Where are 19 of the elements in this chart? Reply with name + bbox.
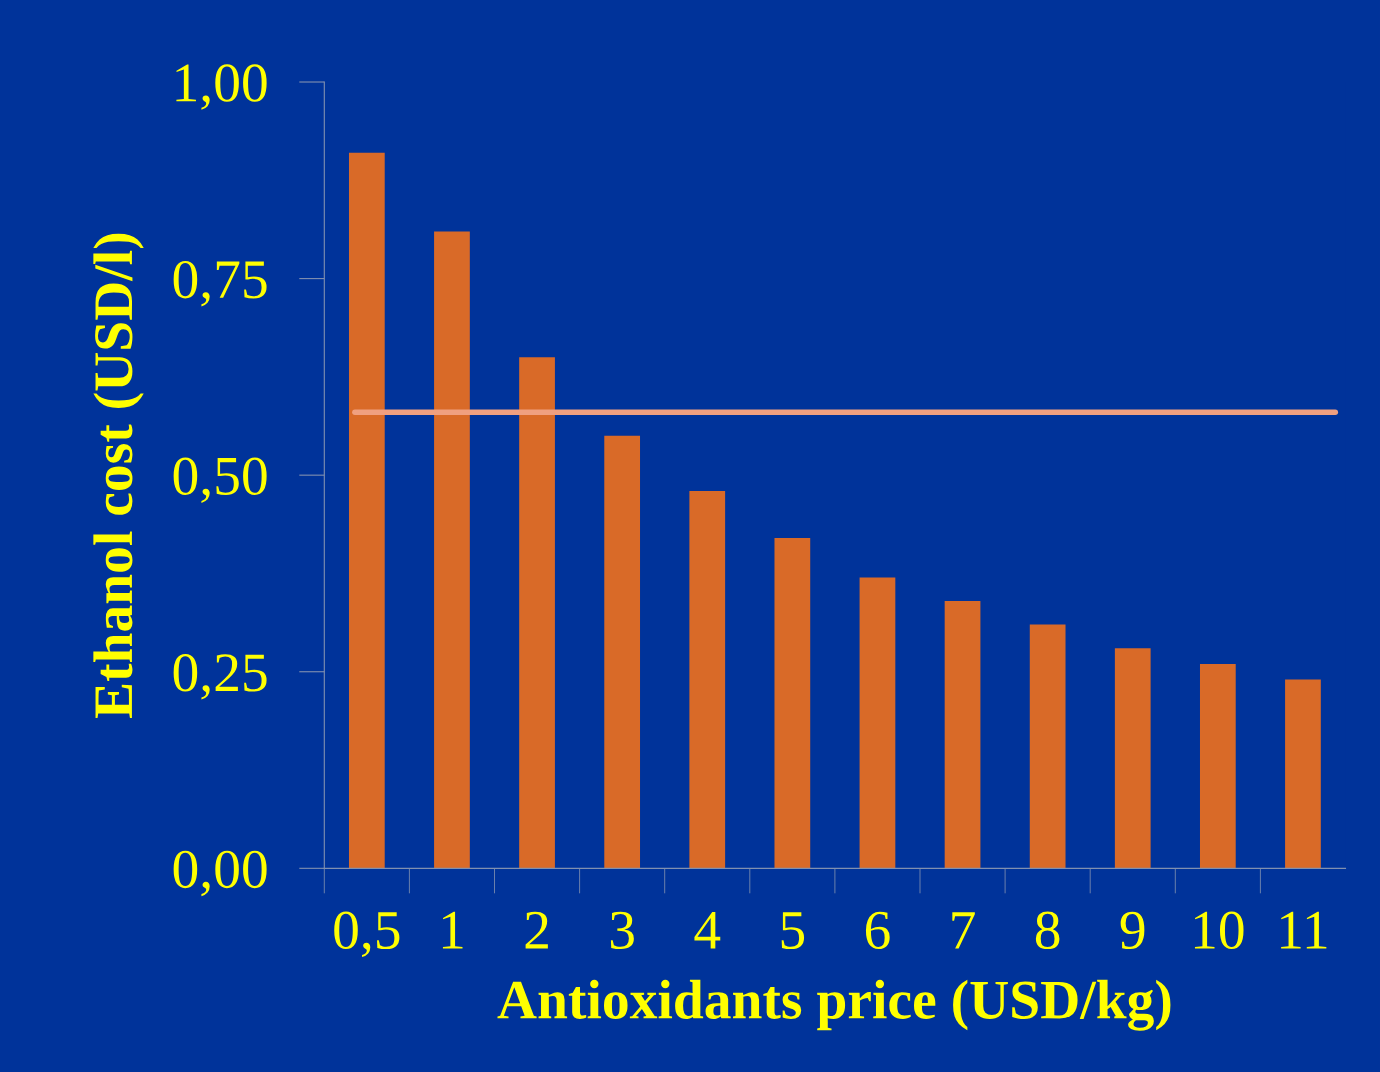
x-tick-label: 11: [1281, 911, 1327, 949]
x-tick-label: 9: [1120, 911, 1145, 950]
y-tick-label: 0,00: [173, 850, 267, 897]
y-tick-label: 0,25: [173, 654, 267, 700]
x-axis-title: Antioxidants price (USD/kg): [497, 979, 1171, 1031]
x-tick-label: 3: [610, 911, 634, 950]
y-tick-label: 0,50: [173, 457, 267, 503]
y-tick-label: 0,75: [173, 260, 267, 307]
x-tick-label: 4: [694, 911, 721, 949]
x-tick-label: 7: [952, 912, 975, 949]
x-tick-label: 5: [781, 912, 805, 950]
x-tick-label: 6: [865, 911, 890, 950]
y-tick-label: 1,00: [176, 64, 267, 110]
x-tick-label: 0,5: [334, 911, 400, 958]
x-tick-label: 10: [1194, 911, 1244, 950]
x-tick-label: 2: [525, 911, 548, 949]
x-tick-label: 8: [1035, 911, 1060, 950]
y-axis-title: Ethanol cost (USD/l): [93, 233, 144, 719]
x-tick-label: 1: [442, 911, 463, 949]
